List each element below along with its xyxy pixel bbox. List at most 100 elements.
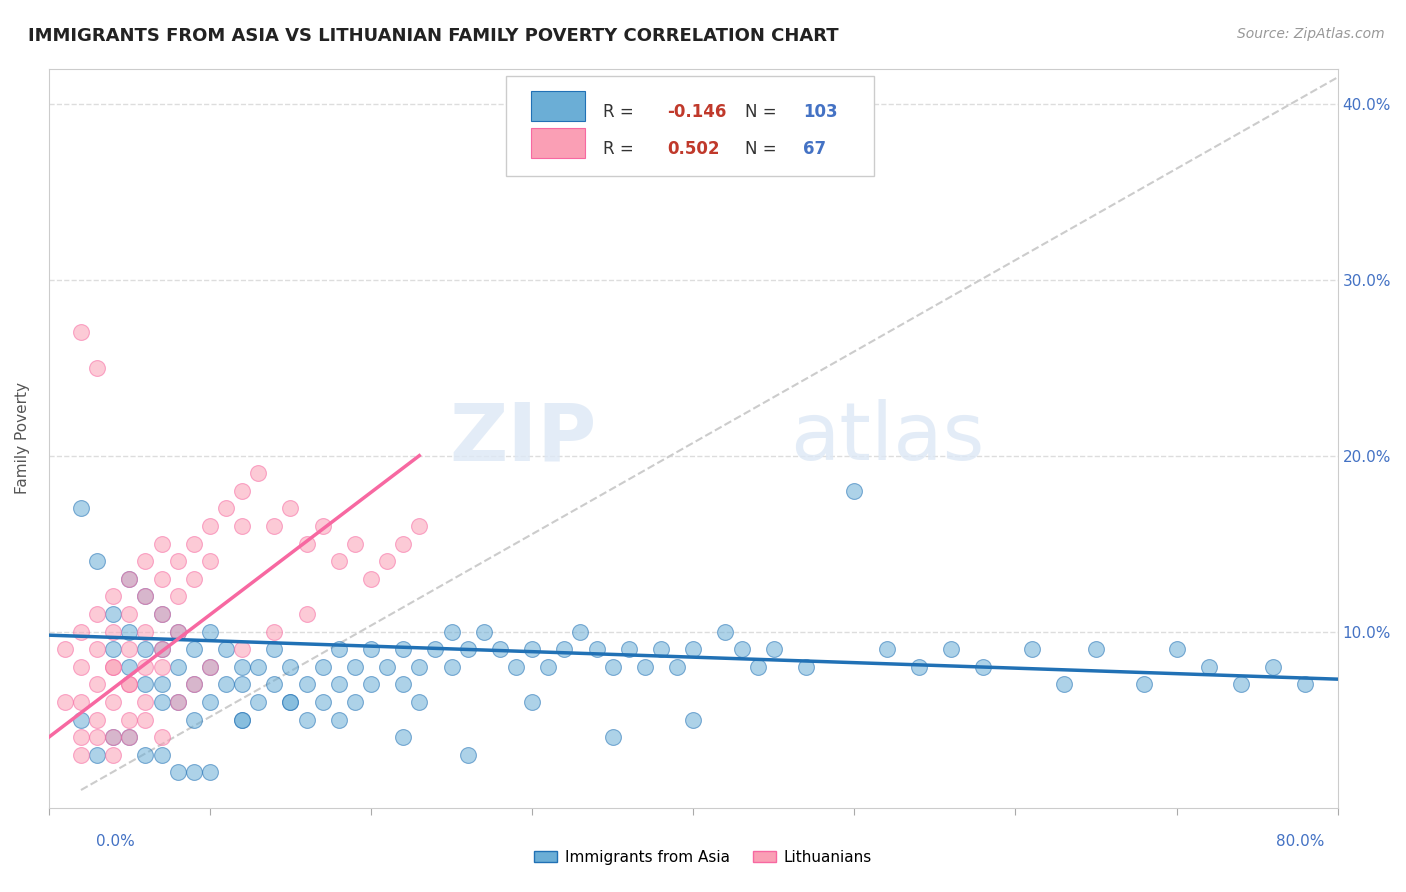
Point <box>392 677 415 691</box>
Point <box>103 642 125 657</box>
Point <box>70 624 93 639</box>
Point <box>150 695 173 709</box>
Point <box>70 501 93 516</box>
Point <box>360 642 382 657</box>
Point <box>53 695 76 709</box>
Point <box>505 660 527 674</box>
Point <box>183 713 205 727</box>
Point <box>602 660 624 674</box>
Point <box>1084 642 1107 657</box>
Point <box>295 536 318 550</box>
Text: -0.146: -0.146 <box>668 103 727 121</box>
Point <box>844 483 866 498</box>
Text: 80.0%: 80.0% <box>1277 834 1324 848</box>
Text: IMMIGRANTS FROM ASIA VS LITHUANIAN FAMILY POVERTY CORRELATION CHART: IMMIGRANTS FROM ASIA VS LITHUANIAN FAMIL… <box>28 27 839 45</box>
Point <box>343 536 366 550</box>
Point <box>166 590 188 604</box>
Point <box>183 572 205 586</box>
Point <box>103 695 125 709</box>
Point <box>70 695 93 709</box>
Point <box>215 677 238 691</box>
Point <box>375 660 398 674</box>
Point <box>134 642 156 657</box>
Point <box>617 642 640 657</box>
Point <box>263 677 285 691</box>
Point <box>134 713 156 727</box>
Point <box>375 554 398 568</box>
Point <box>134 624 156 639</box>
Point <box>150 572 173 586</box>
Point <box>231 713 253 727</box>
Point <box>247 467 270 481</box>
Point <box>198 519 221 533</box>
Point <box>569 624 592 639</box>
Point <box>134 660 156 674</box>
Text: N =: N = <box>745 103 782 121</box>
Point <box>215 642 238 657</box>
Point <box>118 660 141 674</box>
Point <box>103 660 125 674</box>
Y-axis label: Family Poverty: Family Poverty <box>15 382 30 494</box>
Point <box>939 642 962 657</box>
Point <box>328 642 350 657</box>
Point <box>440 660 463 674</box>
Point <box>118 624 141 639</box>
Point <box>295 713 318 727</box>
Point <box>183 765 205 780</box>
Point <box>103 730 125 744</box>
Point <box>794 660 817 674</box>
Point <box>70 660 93 674</box>
Point <box>86 713 108 727</box>
Point <box>263 624 285 639</box>
FancyBboxPatch shape <box>531 92 585 121</box>
Point <box>198 660 221 674</box>
Point <box>134 590 156 604</box>
Point <box>295 677 318 691</box>
Legend: Immigrants from Asia, Lithuanians: Immigrants from Asia, Lithuanians <box>529 844 877 871</box>
FancyBboxPatch shape <box>506 76 873 176</box>
Point <box>472 624 495 639</box>
Point <box>198 695 221 709</box>
Point <box>118 730 141 744</box>
Point <box>1294 677 1316 691</box>
Point <box>408 519 430 533</box>
Point <box>70 747 93 762</box>
Point <box>537 660 560 674</box>
Point <box>166 695 188 709</box>
Point <box>231 483 253 498</box>
Point <box>392 730 415 744</box>
Point <box>520 695 543 709</box>
Point <box>166 624 188 639</box>
Point <box>183 677 205 691</box>
Point <box>682 713 704 727</box>
Point <box>103 747 125 762</box>
Text: atlas: atlas <box>790 399 984 477</box>
Point <box>247 660 270 674</box>
Point <box>150 536 173 550</box>
Point <box>311 660 333 674</box>
Point <box>1133 677 1156 691</box>
Text: ZIP: ZIP <box>450 399 596 477</box>
Point <box>215 501 238 516</box>
Point <box>118 607 141 621</box>
Point <box>86 730 108 744</box>
Text: 103: 103 <box>803 103 838 121</box>
Point <box>134 677 156 691</box>
Point <box>118 642 141 657</box>
Point <box>408 660 430 674</box>
Point <box>489 642 512 657</box>
Text: 67: 67 <box>803 140 825 158</box>
Point <box>134 554 156 568</box>
Point <box>150 747 173 762</box>
Point <box>86 607 108 621</box>
Point <box>118 572 141 586</box>
Point <box>70 730 93 744</box>
Point <box>263 519 285 533</box>
Point <box>118 677 141 691</box>
Point <box>150 607 173 621</box>
Point <box>166 624 188 639</box>
Point <box>280 695 302 709</box>
Point <box>553 642 575 657</box>
Point <box>134 590 156 604</box>
Point <box>730 642 752 657</box>
